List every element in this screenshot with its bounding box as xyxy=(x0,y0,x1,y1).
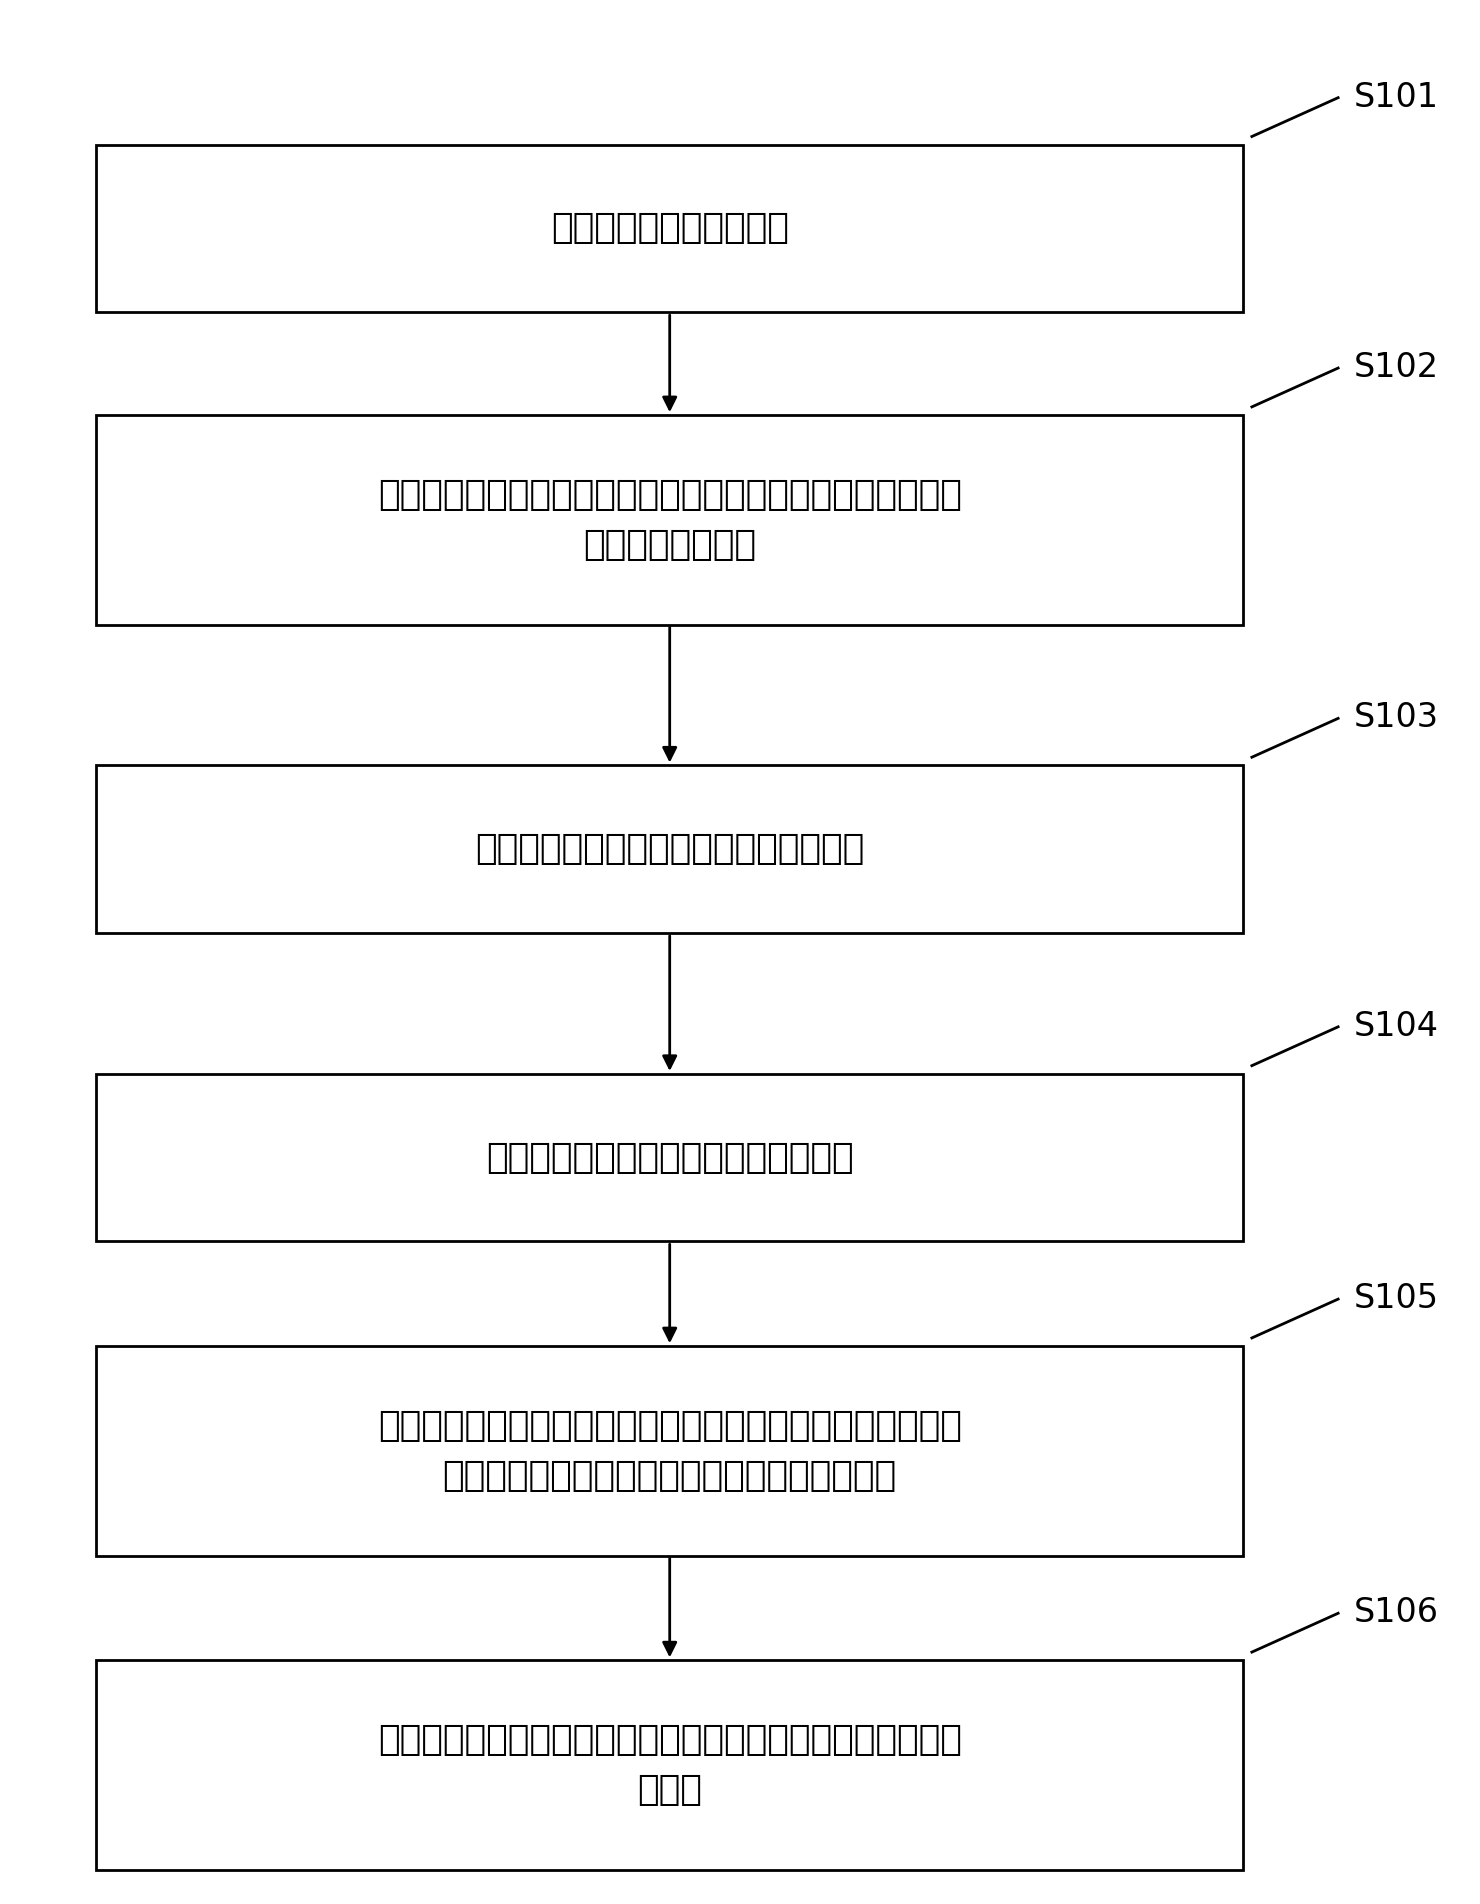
Text: S105: S105 xyxy=(1354,1281,1439,1316)
Text: S102: S102 xyxy=(1354,350,1440,385)
Text: 对比第一数据模型和第二数据模型，得到实际影响因子，实际
影响因子为多个影响因子中的至少一个影响因子: 对比第一数据模型和第二数据模型，得到实际影响因子，实际 影响因子为多个影响因子中… xyxy=(377,1409,962,1493)
Bar xyxy=(96,415,1243,625)
Text: S101: S101 xyxy=(1354,80,1439,114)
Bar xyxy=(96,1074,1243,1241)
Bar xyxy=(96,765,1243,933)
Text: S103: S103 xyxy=(1354,701,1439,735)
Bar xyxy=(96,145,1243,312)
Text: 获取基坑的第一基本信息: 获取基坑的第一基本信息 xyxy=(551,211,789,246)
Text: S104: S104 xyxy=(1354,1009,1439,1043)
Text: 根据第一基本信息，建立第一数据模型，其中，第一数据模型
存在多个影响因子: 根据第一基本信息，建立第一数据模型，其中，第一数据模型 存在多个影响因子 xyxy=(377,478,962,562)
Text: S106: S106 xyxy=(1354,1596,1439,1630)
Text: 获取第一预设时长后基坑的第二基本信息: 获取第一预设时长后基坑的第二基本信息 xyxy=(475,832,864,866)
Bar xyxy=(96,1346,1243,1556)
Text: 根据实际影响因子，建立第一检测模型，以使工作人员实时监
控基坑: 根据实际影响因子，建立第一检测模型，以使工作人员实时监 控基坑 xyxy=(377,1723,962,1807)
Bar xyxy=(96,1660,1243,1870)
Text: 根据第二基本信息，得到第二数据模型: 根据第二基本信息，得到第二数据模型 xyxy=(485,1140,854,1175)
